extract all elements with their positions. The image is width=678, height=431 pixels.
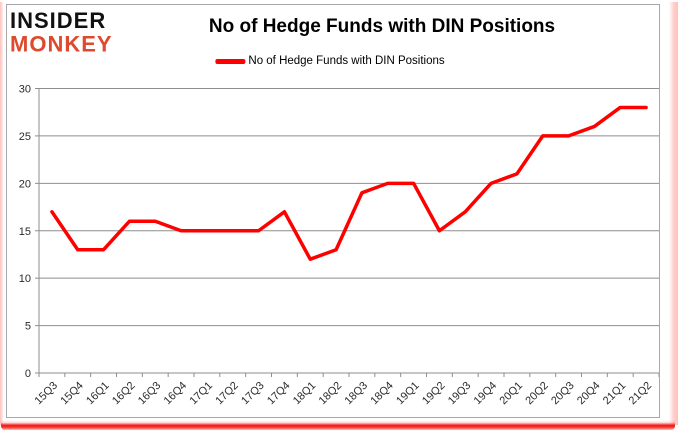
x-axis-label-15Q3: 15Q3 xyxy=(33,380,61,408)
y-axis-label-20: 20 xyxy=(19,178,31,190)
legend-label: No of Hedge Funds with DIN Positions xyxy=(248,55,445,67)
y-axis-label-5: 5 xyxy=(25,321,31,333)
y-axis-label-30: 30 xyxy=(19,84,31,96)
x-axis-label-17Q2: 17Q2 xyxy=(213,380,241,408)
x-axis-label-17Q4: 17Q4 xyxy=(265,380,293,408)
x-axis-label-18Q1: 18Q1 xyxy=(291,380,319,408)
x-axis-label-19Q2: 19Q2 xyxy=(420,380,448,408)
left-red-glow-border xyxy=(0,2,3,425)
x-axis-label-16Q3: 16Q3 xyxy=(136,380,164,408)
logo-insider-text: INSIDER xyxy=(10,7,107,34)
x-axis-label-18Q2: 18Q2 xyxy=(317,380,345,408)
x-axis-label-20Q1: 20Q1 xyxy=(498,380,526,408)
x-axis-label-21Q2: 21Q2 xyxy=(627,380,655,408)
y-axis-label-25: 25 xyxy=(19,131,31,143)
x-axis-label-19Q1: 19Q1 xyxy=(394,380,422,408)
bottom-red-glow-border xyxy=(1,420,675,430)
x-axis-label-20Q3: 20Q3 xyxy=(549,380,577,408)
x-axis-label-19Q3: 19Q3 xyxy=(446,380,474,408)
x-axis-label-16Q2: 16Q2 xyxy=(110,380,138,408)
chart-legend: No of Hedge Funds with DIN Positions xyxy=(215,55,445,67)
x-axis-label-16Q1: 16Q1 xyxy=(84,380,112,408)
x-axis-label-21Q1: 21Q1 xyxy=(601,380,629,408)
x-axis-label-18Q3: 18Q3 xyxy=(343,380,371,408)
y-axis-label-10: 10 xyxy=(19,273,31,285)
chart-title: No of Hedge Funds with DIN Positions xyxy=(208,16,556,37)
x-axis-label-17Q3: 17Q3 xyxy=(239,380,267,408)
y-axis-label-0: 0 xyxy=(25,368,31,380)
x-axis-label-19Q4: 19Q4 xyxy=(472,380,500,408)
x-axis-label-17Q1: 17Q1 xyxy=(188,380,216,408)
insider-monkey-logo: INSIDER MONKEY xyxy=(10,9,113,56)
x-axis-label-20Q4: 20Q4 xyxy=(575,380,603,408)
series-line-hedge-funds xyxy=(50,105,648,261)
y-axis-label-15: 15 xyxy=(19,226,31,238)
right-red-glow-border xyxy=(669,2,678,425)
x-axis-label-18Q4: 18Q4 xyxy=(368,380,396,408)
x-axis-label-15Q4: 15Q4 xyxy=(58,380,86,408)
x-axis-label-20Q2: 20Q2 xyxy=(523,380,551,408)
x-axis-label-16Q4: 16Q4 xyxy=(162,380,190,408)
logo-monkey-text: MONKEY xyxy=(10,30,113,57)
legend-line-marker xyxy=(215,58,246,64)
